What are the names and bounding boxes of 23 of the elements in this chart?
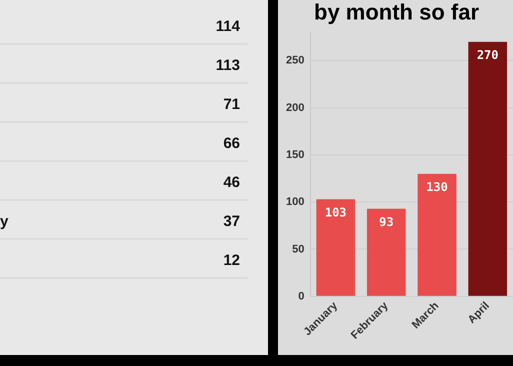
data-label: 113	[216, 57, 240, 74]
data-label: 270	[476, 48, 499, 62]
data-label: 130	[426, 180, 448, 194]
category-label: y	[0, 213, 8, 230]
data-label: 93	[379, 214, 394, 229]
bar	[316, 199, 356, 296]
data-label: 37	[223, 213, 240, 230]
y-tick-label: 200	[286, 102, 304, 114]
data-label: 114	[216, 18, 240, 35]
bar	[468, 42, 508, 296]
bar	[418, 174, 456, 296]
data-label: 46	[223, 174, 240, 191]
data-label: 66	[223, 135, 240, 152]
y-tick-label: 250	[286, 54, 304, 67]
bar	[366, 208, 406, 296]
y-tick-label: 100	[286, 196, 304, 208]
y-tick-label: 150	[286, 148, 304, 161]
data-label: 71	[223, 96, 240, 113]
data-label: 103	[324, 205, 347, 220]
chart-title: by month so far	[314, 0, 480, 24]
data-label: 12	[223, 252, 240, 269]
y-tick-label: 0	[298, 290, 304, 302]
y-tick-label: 50	[292, 243, 304, 256]
